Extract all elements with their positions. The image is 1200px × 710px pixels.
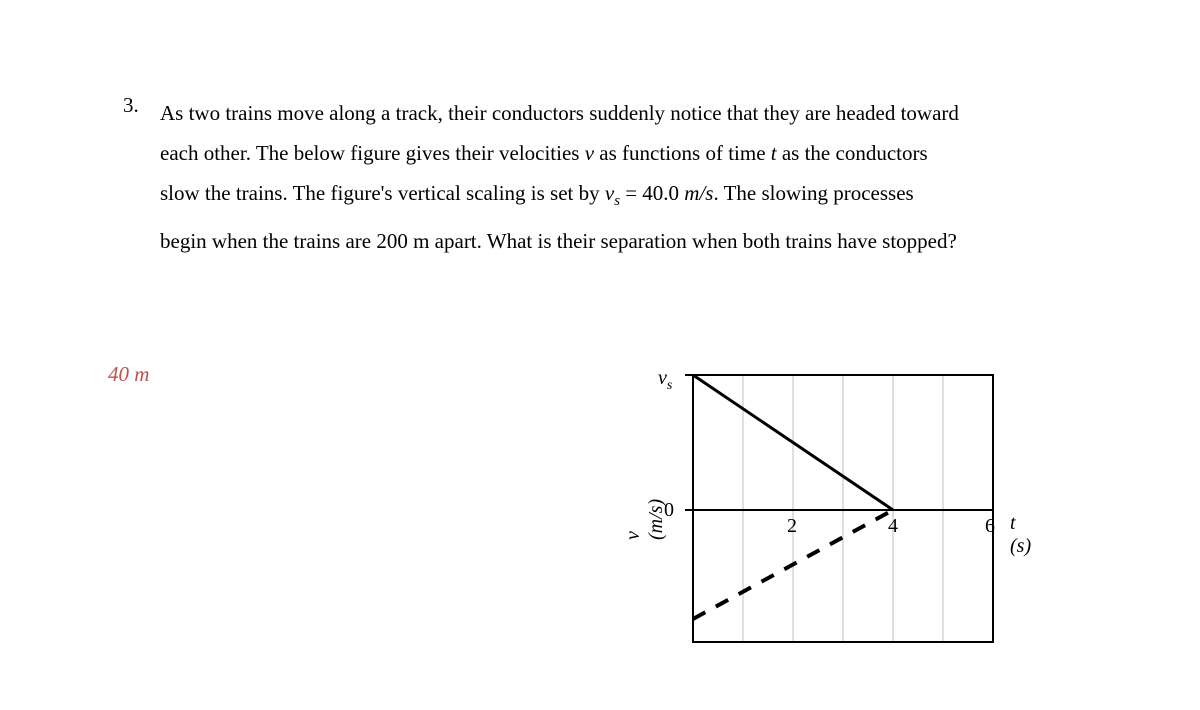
xlabel-unit: (s) xyxy=(1010,535,1031,557)
ylabel-v: v xyxy=(622,531,644,540)
vs-label: vs xyxy=(658,367,672,394)
page: 3. As two trains move along a track, the… xyxy=(0,0,1200,710)
xlabel-t: t xyxy=(1010,512,1016,534)
vs-v: v xyxy=(658,367,667,389)
x-tick-4: 4 xyxy=(888,515,898,538)
y-tick-zero: 0 xyxy=(664,499,674,522)
y-axis-label: v (m/s) xyxy=(622,499,668,540)
x-axis-label: t (s) xyxy=(1010,512,1031,558)
vs-sub: s xyxy=(667,378,672,393)
chart-svg xyxy=(0,0,1200,710)
x-tick-2: 2 xyxy=(787,515,797,538)
x-tick-6: 6 xyxy=(985,515,995,538)
